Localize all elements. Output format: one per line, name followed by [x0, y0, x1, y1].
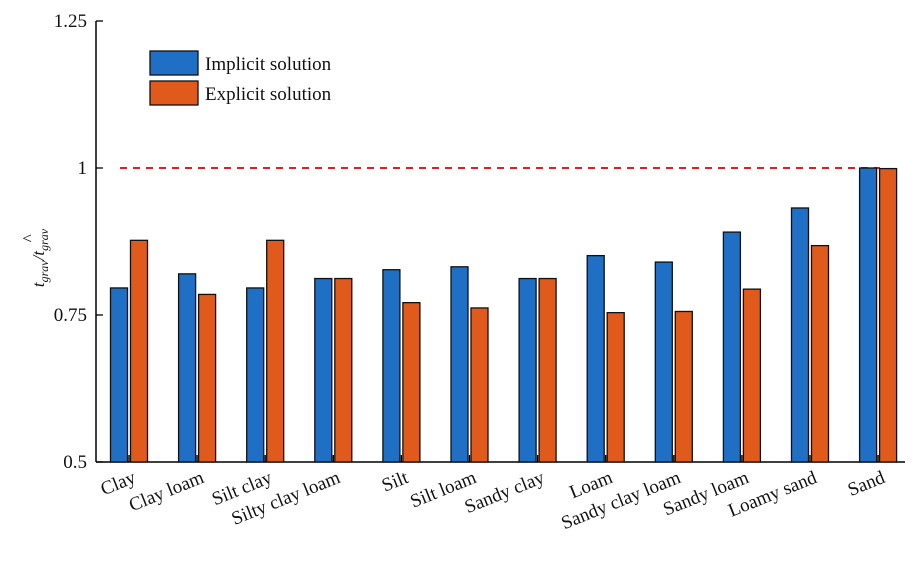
bar-implicit — [450, 266, 469, 463]
bar-implicit — [518, 277, 537, 463]
y-axis-label-den-sub: grav — [37, 228, 51, 251]
y-tick-label: 1 — [78, 158, 88, 179]
bars — [109, 167, 898, 463]
y-axis-label-num-sub: grav — [37, 260, 51, 283]
bar-implicit — [790, 207, 810, 463]
y-axis-label: tgrav/tgrav — [29, 228, 51, 287]
bar-implicit — [177, 273, 197, 463]
bar-implicit — [858, 167, 878, 463]
legend-label-implicit: Implicit solution — [205, 54, 332, 75]
x-tick-label: Clay loam — [126, 467, 207, 516]
bar-implicit — [722, 231, 742, 463]
bar-implicit — [382, 269, 401, 463]
legend-swatch-implicit — [149, 50, 199, 76]
bar-explicit — [878, 167, 898, 463]
bar-implicit — [654, 261, 673, 463]
x-tick-label: Sandy clay — [462, 467, 548, 518]
bar-implicit — [586, 254, 605, 463]
y-axis-label-num-main: t — [29, 281, 48, 287]
y-tick-label: 0.75 — [54, 305, 87, 326]
bar-explicit — [538, 277, 557, 463]
bar-implicit — [246, 287, 265, 463]
bar-implicit — [109, 287, 129, 463]
y-tick-label: 1.25 — [54, 11, 87, 32]
y-ticks: 0.5 0.75 1 1.25 — [54, 11, 103, 473]
legend: Implicit solution Explicit solution — [149, 50, 332, 106]
bar-explicit — [197, 293, 217, 463]
axes — [95, 21, 905, 463]
bar-explicit — [334, 277, 353, 463]
bar-explicit — [129, 239, 149, 463]
bar-explicit — [606, 311, 625, 463]
bar-explicit — [266, 239, 285, 463]
y-axis-label-hat: ^ — [19, 234, 38, 243]
y-tick-label: 0.5 — [63, 452, 87, 473]
y-axis-label-den-main: t — [29, 250, 48, 256]
bar-explicit — [470, 307, 489, 463]
x-tick-label: Sand — [845, 467, 889, 501]
legend-swatch-explicit — [149, 80, 199, 106]
legend-label-explicit: Explicit solution — [205, 84, 332, 105]
y-axis-label-slash: / — [29, 253, 48, 261]
bar-explicit — [402, 302, 421, 463]
bar-implicit — [314, 277, 333, 463]
bar-explicit — [674, 310, 693, 463]
bar-explicit — [742, 288, 762, 463]
bar-explicit — [810, 244, 830, 463]
x-tick-label: Silt — [379, 467, 412, 497]
